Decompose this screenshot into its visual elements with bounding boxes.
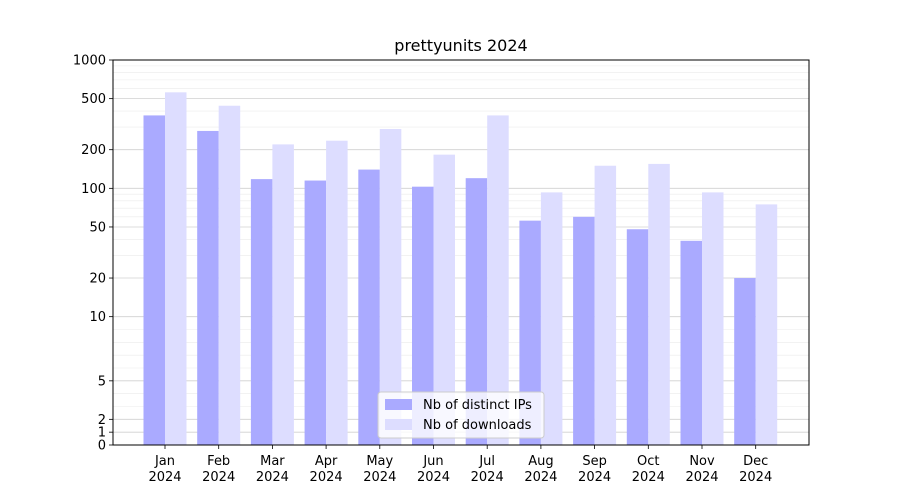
legend-label: Nb of distinct IPs xyxy=(423,398,532,413)
bar xyxy=(755,204,778,445)
bar xyxy=(465,178,488,445)
bar xyxy=(197,130,219,445)
bar xyxy=(433,154,455,446)
x-tick-label: Jan 2024 xyxy=(148,454,181,485)
y-tick-label: 5 xyxy=(98,374,106,389)
legend-swatch xyxy=(385,419,412,430)
x-tick-label: Sep 2024 xyxy=(578,454,611,485)
x-tick-label: Jul 2024 xyxy=(471,454,504,485)
y-tick-label: 2 xyxy=(98,413,106,428)
bar xyxy=(573,216,595,445)
y-tick-label: 0 xyxy=(98,439,106,454)
bar xyxy=(379,128,402,446)
bar xyxy=(594,165,617,445)
x-tick-label: Nov 2024 xyxy=(685,454,718,485)
legend-label: Nb of downloads xyxy=(423,418,532,433)
bar xyxy=(218,105,241,446)
axes: Jan 2024 Feb 2024 Mar 2024 Apr 2024 May 2024 Jun 20… xyxy=(73,54,810,485)
bar xyxy=(702,192,724,445)
bar xyxy=(412,186,434,445)
x-tick-label: Dec 2024 xyxy=(739,454,772,485)
y-tick-label: 1 xyxy=(98,426,106,441)
bar xyxy=(540,192,563,445)
bar xyxy=(519,220,541,445)
bar xyxy=(304,180,327,446)
legend-swatch xyxy=(385,399,412,410)
bar xyxy=(143,115,165,445)
bar xyxy=(680,240,702,445)
bar xyxy=(165,92,187,446)
bar xyxy=(250,179,273,446)
y-tick-label: 100 xyxy=(81,182,106,197)
x-tick-label: Mar 2024 xyxy=(256,454,289,485)
y-tick-label: 1000 xyxy=(73,54,106,69)
x-tick-label: Apr 2024 xyxy=(310,454,343,485)
legend-box xyxy=(377,391,545,439)
y-tick-label: 20 xyxy=(89,272,106,287)
bar xyxy=(272,144,294,445)
bar xyxy=(648,163,670,446)
plot-frame xyxy=(112,59,810,446)
y-tick-label: 200 xyxy=(81,143,106,158)
y-tick-label: 500 xyxy=(81,92,106,107)
x-tick-label: Jun 2024 xyxy=(417,454,450,485)
bar xyxy=(358,169,380,445)
legend: Nb of distinct IPs Nb of downloads xyxy=(377,391,545,439)
chart-title: prettyunits 2024 xyxy=(394,36,527,55)
bar xyxy=(326,140,348,445)
x-tick-label: Aug 2024 xyxy=(524,454,557,485)
x-tick-label: Feb 2024 xyxy=(202,454,235,485)
bar xyxy=(734,278,756,445)
x-tick-label: Oct 2024 xyxy=(632,454,665,485)
y-tick-label: 10 xyxy=(89,310,106,325)
bar xyxy=(487,115,509,445)
x-tick-label: May 2024 xyxy=(363,454,396,485)
bars xyxy=(143,92,778,446)
y-tick-label: 50 xyxy=(89,220,106,235)
bar xyxy=(626,229,649,445)
